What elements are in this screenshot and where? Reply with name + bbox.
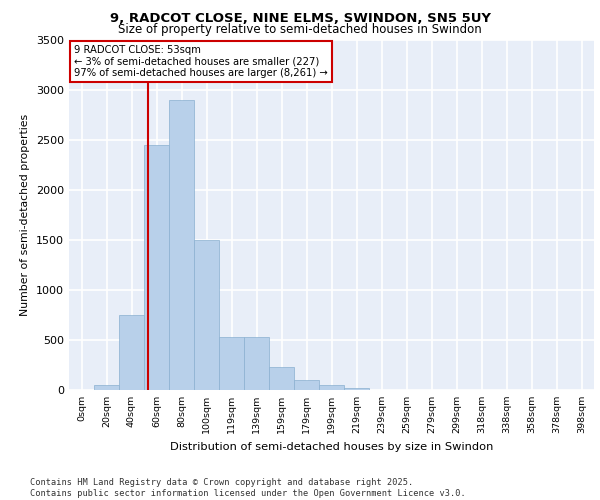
Bar	[269, 367, 294, 390]
Bar	[319, 385, 344, 390]
Bar	[219, 337, 244, 390]
Text: 9 RADCOT CLOSE: 53sqm
← 3% of semi-detached houses are smaller (227)
97% of semi: 9 RADCOT CLOSE: 53sqm ← 3% of semi-detac…	[74, 46, 328, 78]
Bar	[94, 385, 119, 390]
Bar	[119, 315, 144, 390]
Bar	[294, 380, 319, 390]
Text: Size of property relative to semi-detached houses in Swindon: Size of property relative to semi-detach…	[118, 22, 482, 36]
Bar	[144, 145, 169, 390]
Y-axis label: Number of semi-detached properties: Number of semi-detached properties	[20, 114, 31, 316]
Text: Contains HM Land Registry data © Crown copyright and database right 2025.
Contai: Contains HM Land Registry data © Crown c…	[30, 478, 466, 498]
Bar	[244, 337, 269, 390]
Text: 9, RADCOT CLOSE, NINE ELMS, SWINDON, SN5 5UY: 9, RADCOT CLOSE, NINE ELMS, SWINDON, SN5…	[110, 12, 491, 26]
Bar	[169, 100, 194, 390]
Bar	[344, 388, 369, 390]
Bar	[194, 240, 219, 390]
X-axis label: Distribution of semi-detached houses by size in Swindon: Distribution of semi-detached houses by …	[170, 442, 493, 452]
